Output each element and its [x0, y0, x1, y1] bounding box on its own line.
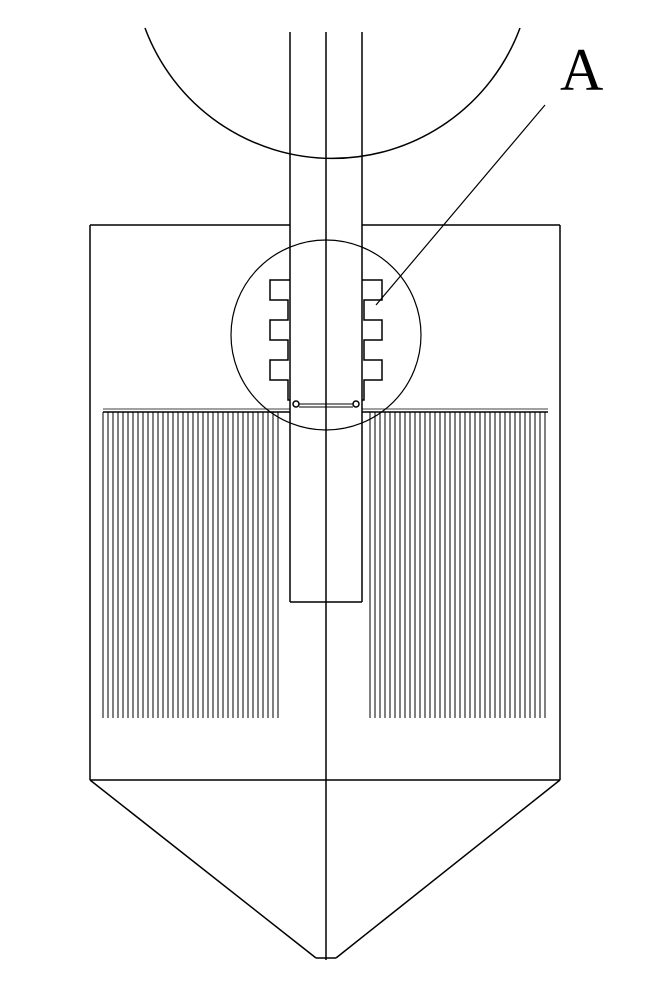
drawing-group: A — [90, 28, 603, 960]
technical-diagram: A — [0, 0, 651, 1000]
callout-label: A — [560, 37, 603, 103]
